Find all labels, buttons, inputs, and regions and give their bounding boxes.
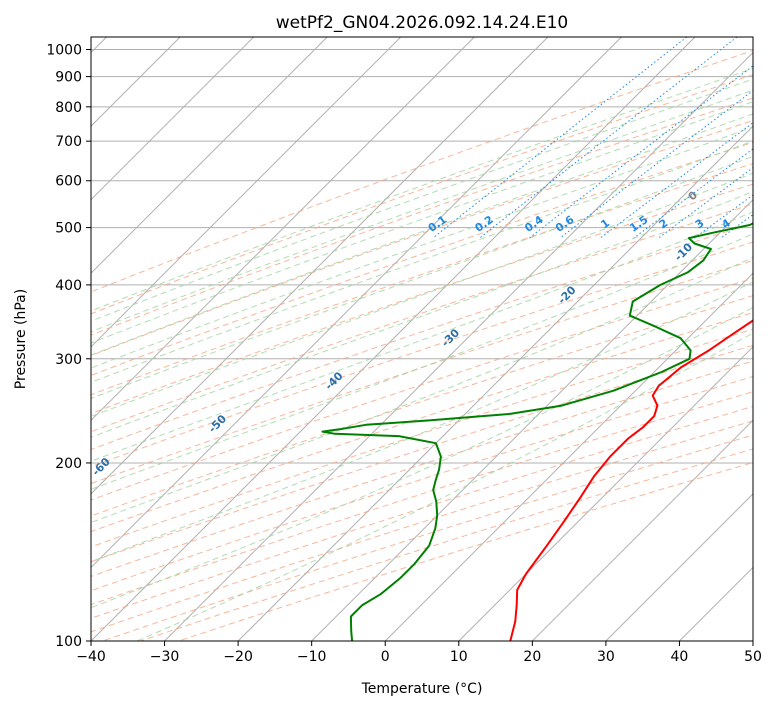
dry-adiabat-line bbox=[91, 277, 753, 501]
isotherm-line bbox=[311, 198, 753, 641]
x-tick-label: 40 bbox=[671, 649, 689, 665]
moist-adiabat-line bbox=[91, 126, 753, 369]
isotherm-line bbox=[91, 37, 475, 422]
x-tick-label: 50 bbox=[744, 649, 762, 665]
isotherm-line bbox=[458, 346, 753, 641]
isotherm-line bbox=[91, 37, 622, 569]
x-tick-label: −20 bbox=[223, 649, 253, 665]
y-tick-label: 300 bbox=[55, 352, 82, 368]
y-tick-label: 500 bbox=[55, 221, 82, 237]
isotherm-line bbox=[237, 125, 753, 641]
moist-adiabat-line bbox=[91, 211, 753, 462]
isotherm-line bbox=[384, 272, 753, 641]
moist-adiabat-line bbox=[91, 233, 753, 490]
dry-adiabat-line bbox=[91, 163, 753, 396]
moist-adiabat-line bbox=[91, 113, 753, 356]
x-tick-label: 20 bbox=[523, 649, 541, 665]
y-axis-title: Pressure (hPa) bbox=[13, 289, 29, 389]
isotherm-line bbox=[164, 51, 753, 641]
x-tick-label: 0 bbox=[381, 649, 390, 665]
y-tick-label: 900 bbox=[55, 70, 82, 86]
mixing-ratio-line bbox=[479, 37, 738, 239]
series-layer bbox=[321, 209, 753, 641]
dry-adiabat-line bbox=[91, 120, 753, 357]
dry-adiabat-line bbox=[91, 375, 753, 592]
y-tick-label: 200 bbox=[55, 456, 82, 472]
dry-adiabat-line bbox=[91, 183, 753, 415]
y-tick-label: 1000 bbox=[46, 43, 82, 59]
y-axis: 100 200 300 400 500 600 700 800 900 1000 bbox=[46, 43, 91, 650]
chart-title: wetPf2_GN04.2026.092.14.24.E10 bbox=[276, 13, 568, 33]
moist-adiabat-line bbox=[91, 256, 753, 524]
x-tick-label: −30 bbox=[150, 649, 180, 665]
isotherm-line bbox=[531, 419, 753, 641]
x-tick-label: 30 bbox=[597, 649, 615, 665]
temperature-profile-line bbox=[509, 319, 753, 641]
isotherm-line bbox=[91, 37, 255, 201]
y-tick-label: 100 bbox=[55, 634, 82, 650]
mixing-ratio-line bbox=[658, 167, 753, 239]
plot-frame bbox=[90, 36, 754, 642]
x-tick-label: −40 bbox=[76, 649, 106, 665]
isotherm-line bbox=[91, 37, 402, 348]
isotherm-line bbox=[91, 37, 696, 641]
dry-adiabat-line bbox=[91, 49, 753, 293]
y-tick-label: 400 bbox=[55, 278, 82, 294]
x-tick-label: 10 bbox=[450, 649, 468, 665]
x-axis-title: Temperature (°C) bbox=[361, 681, 483, 697]
moist-adiabat-line bbox=[91, 140, 753, 383]
y-tick-label: 700 bbox=[55, 134, 82, 150]
dry-adiabat-line bbox=[91, 97, 753, 336]
dry-adiabat-line bbox=[91, 241, 753, 468]
moist-adiabat-line bbox=[136, 332, 753, 641]
x-tick-label: −10 bbox=[297, 649, 327, 665]
moist-adiabat-line bbox=[91, 281, 753, 563]
dry-adiabat-line bbox=[91, 328, 753, 548]
isotherm-line bbox=[91, 37, 549, 495]
moist-adiabat-line bbox=[91, 89, 753, 333]
y-tick-label: 600 bbox=[55, 174, 82, 190]
dry-adiabat-line bbox=[91, 295, 753, 517]
moist-adiabat-line bbox=[91, 67, 753, 312]
dry-adiabat-line bbox=[91, 222, 753, 451]
isotherm-line bbox=[91, 37, 328, 274]
moist-adiabat-line bbox=[91, 172, 753, 418]
moist-adiabat-line bbox=[91, 78, 753, 322]
isotherm-line bbox=[605, 493, 753, 641]
grid-layer bbox=[91, 37, 753, 641]
mixing-ratio-line bbox=[432, 37, 688, 239]
dewpoint-profile-line bbox=[321, 209, 753, 641]
y-tick-label: 800 bbox=[55, 100, 82, 116]
dry-adiabat-line bbox=[91, 141, 753, 377]
dry-adiabat-line bbox=[91, 74, 753, 315]
x-axis: −40 −30 −20 −10 0 10 20 30 40 50 bbox=[76, 641, 762, 665]
